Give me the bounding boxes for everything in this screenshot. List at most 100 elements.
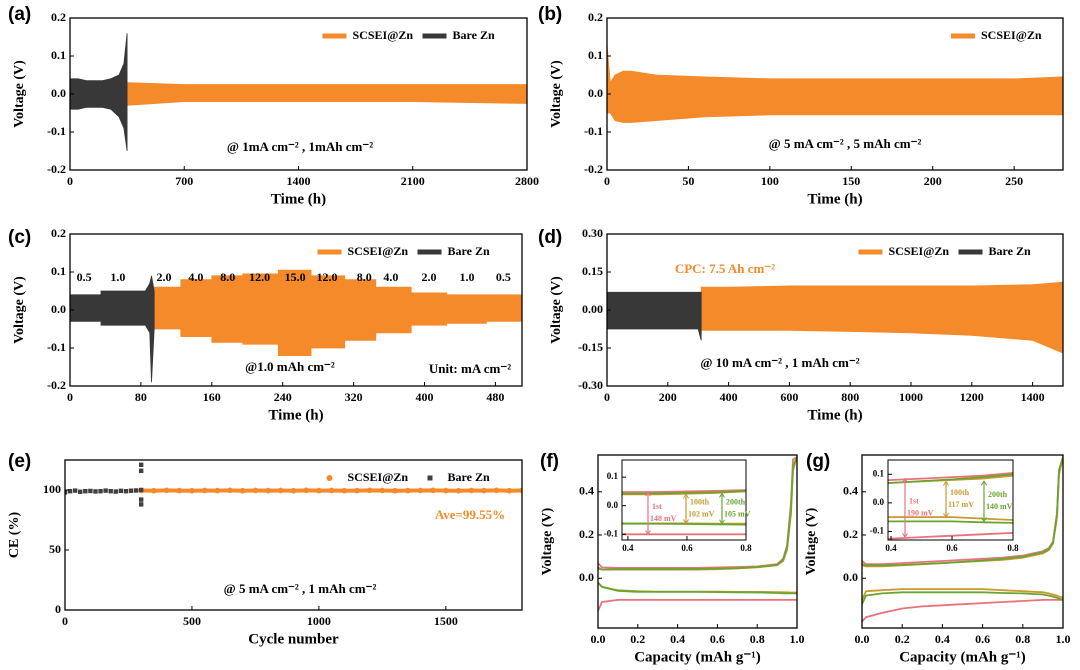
legend-label: SCSEI@Zn bbox=[348, 244, 409, 258]
x-tick-label: 0.6 bbox=[681, 543, 693, 553]
point bbox=[417, 487, 424, 494]
legend-label: Bare Zn bbox=[989, 244, 1031, 258]
y-tick-label: 0.0 bbox=[873, 497, 885, 507]
point bbox=[379, 487, 386, 494]
x-tick-label: 1200 bbox=[960, 390, 984, 404]
annotation: @ 10 mA cm⁻² , 1 mAh cm⁻² bbox=[700, 355, 859, 370]
x-tick-label: 0.4 bbox=[670, 632, 685, 646]
y-tick-label: -0.1 bbox=[604, 528, 619, 538]
annotation: CPC: 7.5 Ah cm⁻² bbox=[675, 261, 775, 276]
x-tick-label: 0 bbox=[604, 390, 610, 404]
gap-arrow-head bbox=[719, 492, 725, 525]
point bbox=[98, 489, 103, 494]
y-tick-label: 0.00 bbox=[582, 302, 603, 316]
legend-label: Bare Zn bbox=[448, 244, 490, 258]
current-density-label: 8.0 bbox=[357, 270, 372, 284]
curve bbox=[598, 599, 797, 612]
y-tick-label: -0.2 bbox=[47, 378, 66, 392]
x-tick-label: 0.4 bbox=[622, 543, 634, 553]
point bbox=[328, 487, 335, 494]
inset-curve bbox=[888, 516, 1013, 521]
x-tick-label: 250 bbox=[1005, 174, 1023, 188]
current-density-label: 15.0 bbox=[285, 270, 306, 284]
x-tick-label: 1.0 bbox=[790, 632, 805, 646]
gap-arrow-head bbox=[645, 491, 651, 536]
x-tick-label: 1000 bbox=[899, 390, 923, 404]
gap-label: 117 mV bbox=[948, 500, 974, 509]
y-tick-label: 0.30 bbox=[582, 226, 603, 240]
x-tick-label: 1500 bbox=[434, 614, 458, 628]
plot-frame bbox=[64, 459, 523, 611]
x-tick-label: 400 bbox=[416, 390, 434, 404]
panel-label: (g) bbox=[806, 451, 830, 472]
point bbox=[72, 488, 78, 493]
y-tick-label: 0.0 bbox=[51, 86, 66, 100]
x-tick-label: 0.4 bbox=[885, 543, 897, 553]
x-tick-label: 0.8 bbox=[1007, 543, 1019, 553]
x-tick-label: 50 bbox=[682, 174, 694, 188]
point bbox=[278, 487, 284, 494]
voltage-band bbox=[700, 281, 1063, 354]
gap-name: 1st bbox=[652, 502, 662, 511]
legend-label: Bare Zn bbox=[448, 470, 490, 484]
point bbox=[138, 502, 144, 507]
current-density-label: 4.0 bbox=[383, 270, 398, 284]
current-density-label: 4.0 bbox=[188, 270, 203, 284]
plot-frame bbox=[597, 454, 798, 629]
point bbox=[163, 487, 170, 494]
y-tick-label: 0.4 bbox=[579, 484, 594, 498]
point bbox=[138, 468, 144, 473]
y-tick-label: -0.2 bbox=[47, 162, 66, 176]
voltage-band bbox=[607, 291, 702, 341]
x-axis-title: Time (h) bbox=[271, 191, 326, 207]
x-tick-label: 700 bbox=[175, 174, 193, 188]
x-tick-label: 0.6 bbox=[975, 632, 990, 646]
point bbox=[443, 487, 449, 494]
current-density-label: 0.5 bbox=[496, 270, 511, 284]
point bbox=[83, 489, 88, 494]
point bbox=[366, 487, 373, 494]
gap-arrow-head bbox=[902, 477, 908, 539]
x-tick-label: 80 bbox=[135, 390, 147, 404]
x-tick-label: 150 bbox=[842, 174, 860, 188]
y-tick-label: 50 bbox=[49, 542, 61, 556]
y-tick-label: 0.0 bbox=[843, 570, 858, 584]
x-tick-label: 200 bbox=[659, 390, 677, 404]
gap-arrow-head bbox=[943, 480, 949, 519]
curve bbox=[862, 591, 1063, 605]
gap-label: 148 mV bbox=[650, 514, 677, 523]
x-tick-label: 1000 bbox=[307, 614, 331, 628]
plot-area bbox=[598, 456, 797, 612]
x-tick-label: 0 bbox=[67, 390, 73, 404]
plot-area bbox=[70, 269, 522, 383]
point bbox=[468, 487, 475, 494]
point bbox=[93, 489, 98, 494]
x-tick-label: 0.0 bbox=[591, 632, 606, 646]
inset-curve bbox=[888, 474, 1013, 484]
x-tick-label: 0 bbox=[604, 174, 610, 188]
current-density-label: 2.0 bbox=[421, 270, 436, 284]
point bbox=[189, 487, 195, 494]
point bbox=[303, 487, 309, 494]
panel-label: (d) bbox=[538, 227, 562, 248]
plot-area bbox=[65, 462, 522, 507]
x-tick-label: 800 bbox=[841, 390, 859, 404]
y-axis-title: Voltage (V) bbox=[12, 60, 27, 128]
point bbox=[138, 497, 144, 502]
point bbox=[316, 487, 322, 494]
curve bbox=[862, 456, 1063, 567]
voltage-band bbox=[70, 275, 155, 383]
x-tick-label: 400 bbox=[720, 390, 738, 404]
y-tick-label: 0.2 bbox=[588, 10, 603, 24]
x-tick-label: 200 bbox=[924, 174, 942, 188]
panel-label: (b) bbox=[538, 4, 562, 25]
point bbox=[118, 488, 124, 494]
point bbox=[151, 487, 157, 494]
plot-area bbox=[862, 456, 1063, 623]
current-density-label: 1.0 bbox=[110, 270, 125, 284]
inset-frame bbox=[621, 459, 747, 541]
inset-curve bbox=[888, 520, 1013, 524]
gap-label: 105 mV bbox=[724, 509, 751, 518]
gap-arrow-head bbox=[683, 493, 689, 525]
